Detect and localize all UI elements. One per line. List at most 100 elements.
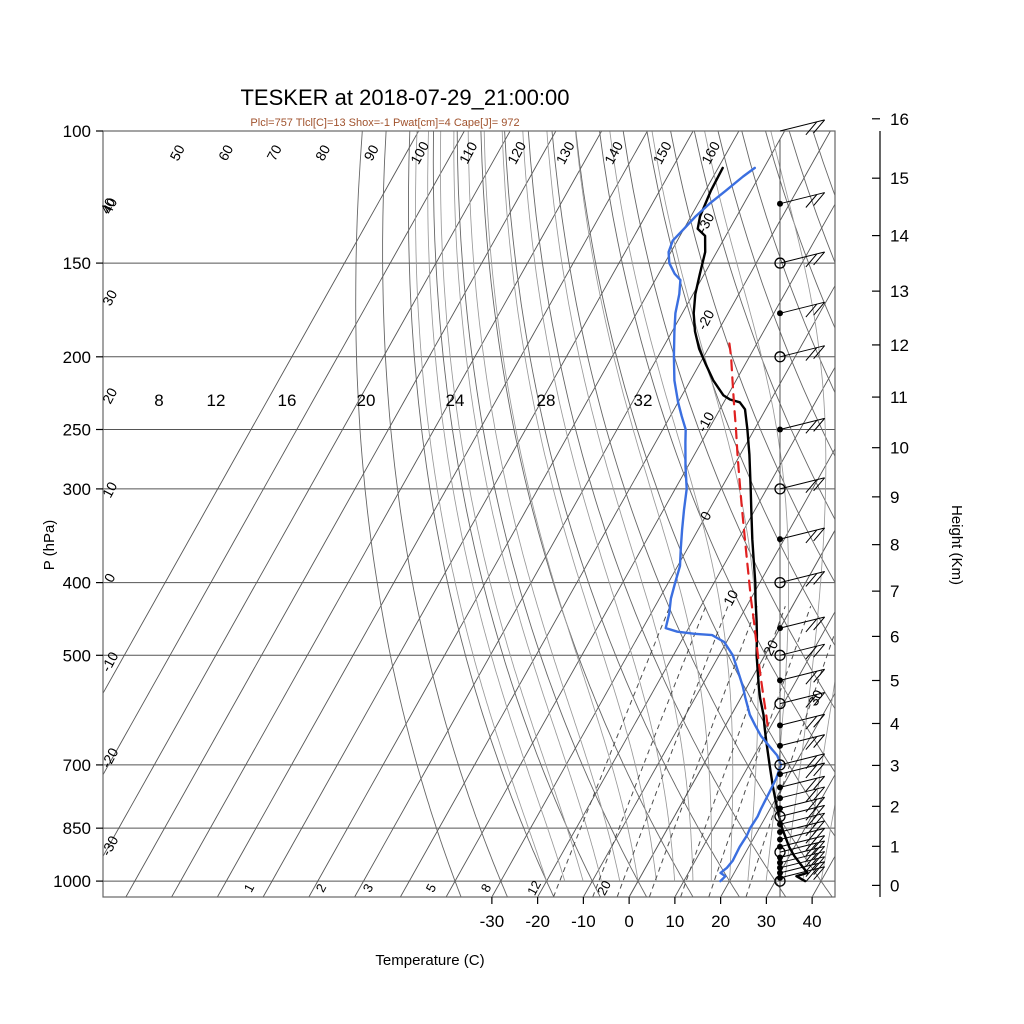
dry-adiabat-label-60: 60 bbox=[215, 142, 237, 163]
wind-barb-flag bbox=[805, 529, 818, 544]
moist-adiabat--20 bbox=[415, 131, 547, 882]
wind-barb-flag bbox=[805, 121, 818, 136]
wind-barb-flag bbox=[805, 858, 818, 872]
wind-barb-flag bbox=[805, 419, 818, 434]
wind-barb-shaft bbox=[779, 861, 825, 874]
height-tick-label-1: 1 bbox=[890, 837, 899, 856]
wind-barb-flag bbox=[813, 851, 826, 865]
height-tick-label-4: 4 bbox=[890, 714, 899, 733]
xtick-label-0: 0 bbox=[624, 912, 633, 931]
wind-barb-shaft bbox=[779, 804, 825, 817]
ytick-label-250: 250 bbox=[63, 420, 91, 439]
wind-barb-shaft bbox=[779, 692, 825, 705]
wind-barb-flag bbox=[813, 477, 826, 492]
wind-barb-flag bbox=[813, 846, 826, 860]
moist-adiabat-40 bbox=[820, 802, 835, 882]
wind-barb-flag bbox=[805, 806, 818, 821]
wind-barb-flag bbox=[813, 643, 826, 658]
wind-barb-flag bbox=[813, 571, 826, 585]
wind-barb-flag bbox=[813, 856, 826, 871]
ytick-label-400: 400 bbox=[63, 574, 91, 593]
wind-level-circle bbox=[774, 483, 786, 495]
isotherm-10 bbox=[674, 610, 835, 897]
moist-adiabat--12 bbox=[439, 131, 584, 882]
moist-adiabat-32 bbox=[770, 131, 827, 882]
wind-barb-flag bbox=[813, 692, 826, 706]
isotherm--50 bbox=[399, 131, 831, 897]
isotherm-left-label-10: 10 bbox=[99, 479, 121, 500]
wind-barb-shaft bbox=[779, 734, 825, 747]
wind-barb-shaft bbox=[779, 856, 825, 869]
wind-barb-flag bbox=[805, 694, 818, 708]
xtick-label-20: 20 bbox=[711, 912, 730, 931]
dry-adiabat-110 bbox=[717, 131, 835, 458]
wind-barb-flag bbox=[805, 755, 818, 770]
y-axis-label: P (hPa) bbox=[41, 520, 58, 571]
wind-barb-shaft bbox=[779, 812, 825, 825]
ytick-label-1000: 1000 bbox=[53, 872, 91, 891]
moist-adiabat-4 bbox=[501, 131, 657, 882]
height-tick-label-10: 10 bbox=[890, 439, 909, 458]
wind-barb-flag bbox=[813, 301, 826, 316]
isotherm-left-label-20: 20 bbox=[99, 385, 121, 406]
wind-barb-shaft bbox=[779, 866, 825, 879]
isotherm--120 bbox=[103, 131, 511, 858]
ytick-label-200: 200 bbox=[63, 348, 91, 367]
moist-adiabat-8 bbox=[522, 131, 676, 882]
dry-adiabat-50 bbox=[575, 131, 835, 837]
ytick-label-100: 100 bbox=[63, 122, 91, 141]
wind-level-circle bbox=[774, 759, 786, 771]
wind-barb-flag bbox=[813, 861, 826, 876]
dry-adiabat-40 bbox=[551, 131, 833, 897]
height-tick-label-16: 16 bbox=[890, 110, 909, 129]
isotherm--10 bbox=[582, 447, 835, 897]
page-title: TESKER at 2018-07-29_21:00:00 bbox=[240, 85, 569, 110]
wind-barb-flag bbox=[813, 775, 826, 790]
dry-adiabat-label-50: 50 bbox=[166, 142, 188, 163]
ytick-label-150: 150 bbox=[63, 254, 91, 273]
wind-level-circle bbox=[774, 649, 786, 661]
isotherm--60 bbox=[354, 131, 786, 897]
wind-barb-flag bbox=[805, 863, 818, 877]
wind-barb-shaft bbox=[779, 840, 825, 853]
mixing-ratio-label-20: 20 bbox=[594, 878, 614, 898]
wind-barb-flag bbox=[813, 840, 826, 855]
isotherm-left-label-40: 40 bbox=[99, 195, 121, 216]
moist-adiabat--4 bbox=[467, 131, 621, 882]
isotherm--130 bbox=[103, 131, 465, 776]
height-tick-label-5: 5 bbox=[890, 671, 899, 690]
wind-barb-shaft bbox=[779, 851, 825, 864]
isotherm--40 bbox=[445, 203, 835, 897]
height-tick-label-12: 12 bbox=[890, 336, 909, 355]
wind-barb-flag bbox=[813, 345, 826, 359]
ytick-label-300: 300 bbox=[63, 480, 91, 499]
wind-barb-flag bbox=[805, 253, 818, 268]
wind-barb-shaft bbox=[779, 345, 825, 358]
wind-barb-flag bbox=[805, 715, 818, 730]
wind-barb-flag bbox=[805, 764, 818, 779]
wind-barb-flag bbox=[805, 194, 818, 208]
height-tick-label-6: 6 bbox=[890, 627, 899, 646]
height-tick-label-15: 15 bbox=[890, 169, 909, 188]
height-tick-label-8: 8 bbox=[890, 536, 899, 555]
ytick-label-850: 850 bbox=[63, 819, 91, 838]
height-tick-label-2: 2 bbox=[890, 797, 899, 816]
height-tick-label-0: 0 bbox=[890, 876, 899, 895]
isotherm--100 bbox=[171, 131, 603, 897]
wind-barb-shaft bbox=[779, 796, 825, 809]
wind-barb-flag bbox=[805, 303, 818, 318]
wind-barb-flag bbox=[805, 868, 818, 882]
wind-barb-flag bbox=[813, 192, 826, 206]
moist-adiabat-label-32: 32 bbox=[634, 391, 653, 410]
dry-adiabat-70 bbox=[622, 131, 835, 710]
wind-level-circle bbox=[774, 810, 786, 823]
wind-barb-shaft bbox=[779, 643, 825, 656]
moist-adiabat-label-28: 28 bbox=[537, 391, 556, 410]
wind-barb-layer bbox=[774, 119, 826, 897]
plot-frame bbox=[102, 130, 836, 898]
mixing-ratio-20 bbox=[745, 630, 835, 897]
isotherm-20 bbox=[720, 692, 835, 897]
dry-adiabat-90 bbox=[670, 131, 835, 584]
wind-barb-shaft bbox=[779, 753, 825, 766]
